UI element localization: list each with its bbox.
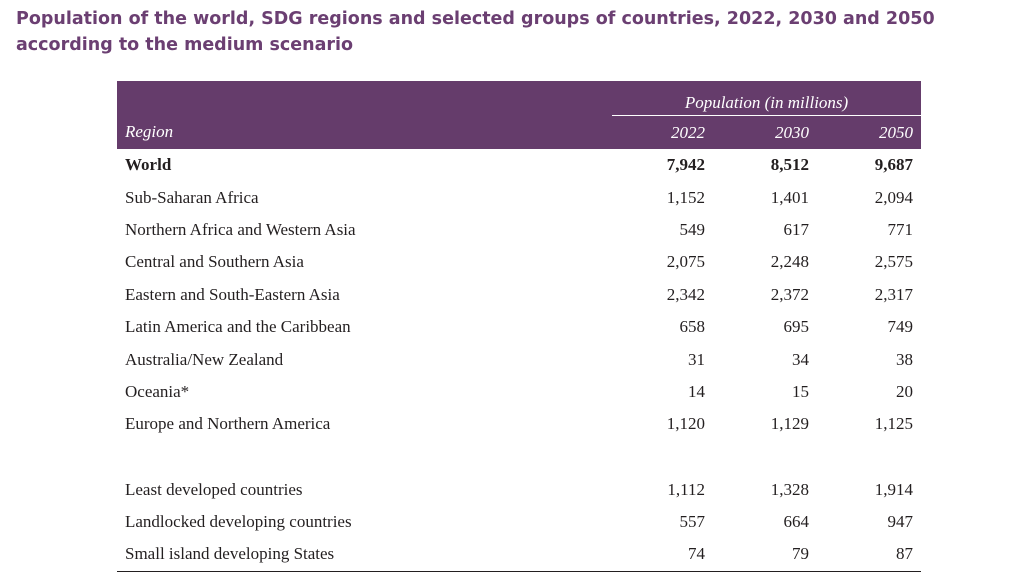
year-header-2022: 2022 <box>612 115 713 149</box>
value-2050: 2,094 <box>874 187 914 207</box>
region-name: Europe and Northern America <box>125 414 331 434</box>
region-name: Northern Africa and Western Asia <box>125 219 356 239</box>
region-name: Central and Southern Asia <box>125 252 304 272</box>
region-name: World <box>125 155 172 175</box>
region-name: Least developed countries <box>125 479 303 499</box>
value-2030: 79 <box>713 538 817 572</box>
value-2022: 557 <box>679 512 706 532</box>
value-2050: 947 <box>887 512 914 532</box>
table-row: Northern Africa and Western Asia 549 617… <box>117 214 921 246</box>
value-2022: 7,942 <box>666 155 705 175</box>
value-2022: 14 <box>688 381 705 401</box>
value-2050: 87 <box>817 538 922 572</box>
value-2030: 664 <box>783 512 810 532</box>
table-row: World 7,942 8,512 9,687 <box>117 149 921 181</box>
table-row: Eastern and South-Eastern Asia 2,342 2,3… <box>117 279 921 311</box>
table-header: Population (in millions) Region 2022 203… <box>117 81 922 149</box>
value-2030: 1,401 <box>770 187 809 207</box>
table-row: Oceania* 14 15 20 <box>117 376 921 408</box>
table-row: Sub-Saharan Africa 1,152 1,401 2,094 <box>117 181 921 213</box>
value-2022: 2,342 <box>666 284 705 304</box>
spacer-cell <box>117 441 921 474</box>
region-name: Sub-Saharan Africa <box>125 187 259 207</box>
value-2022: 74 <box>612 538 713 572</box>
value-2030: 2,372 <box>770 284 809 304</box>
value-2022: 2,075 <box>666 252 705 272</box>
value-2050: 9,687 <box>874 155 914 175</box>
value-2050: 20 <box>896 381 914 401</box>
value-2050: 771 <box>887 219 914 239</box>
table-row: Australia/New Zealand 31 34 38 <box>117 343 921 375</box>
value-2030: 2,248 <box>770 252 809 272</box>
value-2030: 15 <box>792 381 809 401</box>
value-2050: 2,317 <box>874 284 914 304</box>
population-group-header: Population (in millions) <box>612 81 922 116</box>
value-2050: 1,914 <box>874 479 914 499</box>
region-name: Eastern and South-Eastern Asia <box>125 284 340 304</box>
value-2050: 1,125 <box>874 414 914 434</box>
region-name: Latin America and the Caribbean <box>125 317 351 337</box>
spacer-row <box>117 441 921 474</box>
value-2022: 1,112 <box>667 479 705 499</box>
table-row: Europe and Northern America 1,120 1,129 … <box>117 408 921 440</box>
table-row: Small island developing States 74 79 87 <box>117 538 922 572</box>
value-2022: 1,152 <box>666 187 705 207</box>
value-2030: 617 <box>783 219 810 239</box>
value-2030: 695 <box>783 317 810 337</box>
table-row: Central and Southern Asia 2,075 2,248 2,… <box>117 246 921 278</box>
header-blank-cell <box>117 81 612 116</box>
region-name: Small island developing States <box>117 538 612 572</box>
region-name: Australia/New Zealand <box>125 349 284 369</box>
value-2050: 749 <box>887 317 914 337</box>
table-row: Landlocked developing countries 557 664 … <box>117 506 921 538</box>
value-2030: 1,129 <box>770 414 809 434</box>
value-2022: 658 <box>679 317 706 337</box>
year-header-2030: 2030 <box>713 115 817 149</box>
table-body: World 7,942 8,512 9,687 Sub-Saharan Afri… <box>117 149 922 572</box>
population-table: Population (in millions) Region 2022 203… <box>117 81 922 572</box>
region-column-header: Region <box>117 115 612 149</box>
value-2022: 549 <box>679 219 706 239</box>
value-2022: 1,120 <box>666 414 705 434</box>
table-row: Least developed countries 1,112 1,328 1,… <box>117 474 921 506</box>
year-header-2050: 2050 <box>817 115 922 149</box>
value-2030: 8,512 <box>770 155 809 175</box>
table-row: Latin America and the Caribbean 658 695 … <box>117 311 921 343</box>
value-2050: 38 <box>896 349 914 369</box>
value-2030: 1,328 <box>770 479 809 499</box>
value-2022: 31 <box>688 349 705 369</box>
value-2050: 2,575 <box>874 252 914 272</box>
region-name: Oceania* <box>125 381 190 401</box>
value-2030: 34 <box>792 349 809 369</box>
region-name: Landlocked developing countries <box>125 512 352 532</box>
page-title: Population of the world, SDG regions and… <box>16 9 935 55</box>
